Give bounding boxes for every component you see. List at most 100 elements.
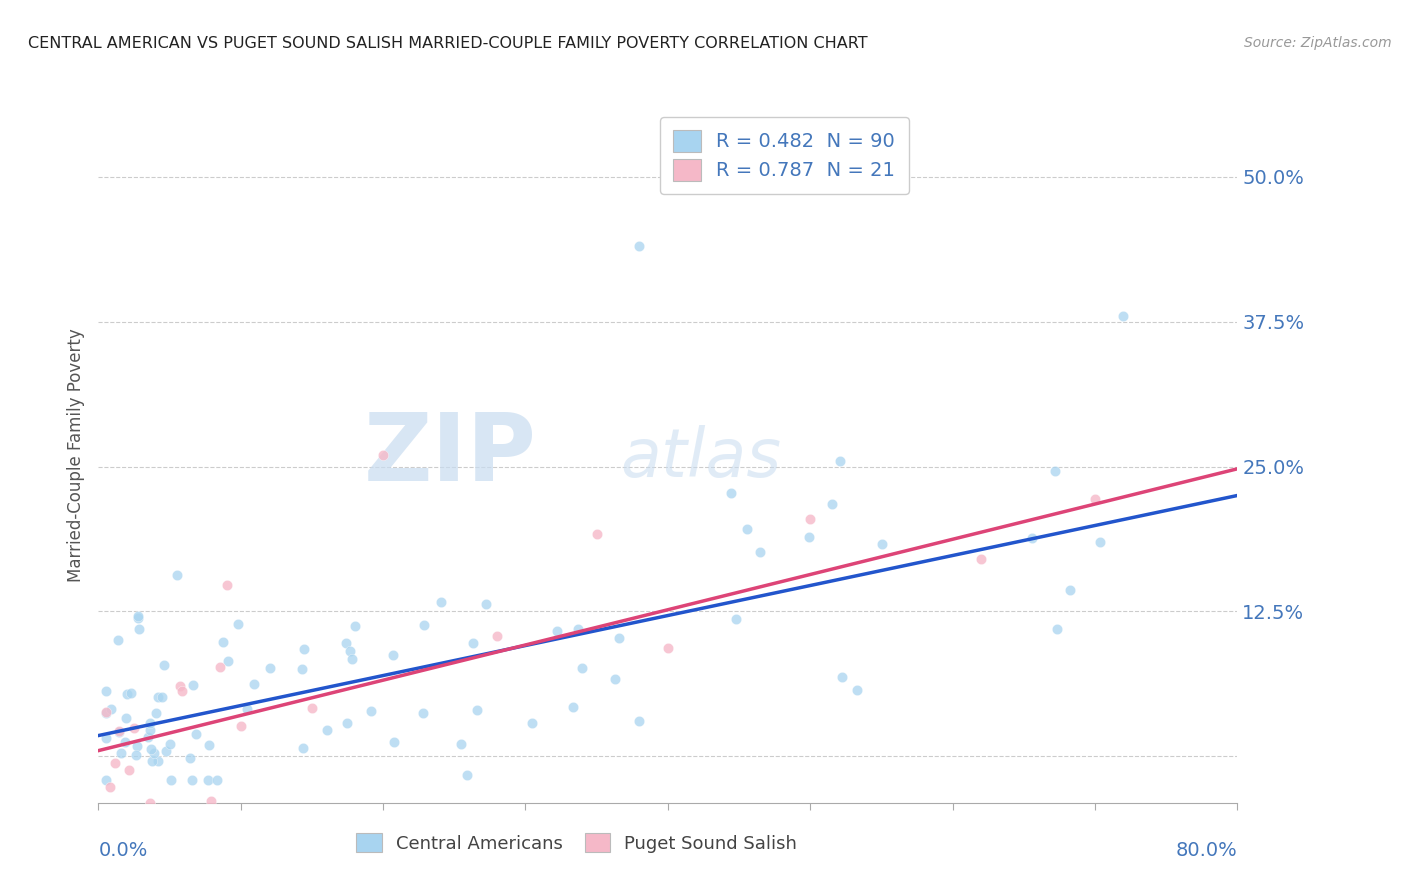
- Point: [108, 725, 131, 739]
- Point: [172, 683, 194, 698]
- Text: 0.0%: 0.0%: [98, 841, 148, 860]
- Point: [217, 654, 239, 668]
- Point: [567, 622, 589, 636]
- Point: [546, 624, 568, 638]
- Point: [381, 648, 404, 663]
- Point: [475, 597, 498, 611]
- Point: [429, 595, 451, 609]
- Text: atlas: atlas: [620, 425, 782, 491]
- Point: [212, 635, 235, 649]
- Point: [226, 616, 249, 631]
- Point: [115, 711, 138, 725]
- Point: [107, 633, 129, 648]
- Point: [456, 768, 478, 782]
- Point: [628, 239, 651, 253]
- Y-axis label: Married-Couple Family Poverty: Married-Couple Family Poverty: [66, 328, 84, 582]
- Point: [627, 714, 650, 728]
- Text: Source: ZipAtlas.com: Source: ZipAtlas.com: [1244, 36, 1392, 50]
- Point: [179, 750, 201, 764]
- Point: [114, 735, 136, 749]
- Point: [110, 746, 132, 760]
- Point: [235, 702, 257, 716]
- Point: [127, 739, 149, 753]
- Point: [562, 700, 585, 714]
- Point: [146, 690, 169, 704]
- Point: [301, 701, 323, 715]
- Point: [343, 619, 366, 633]
- Point: [412, 706, 434, 720]
- Text: 80.0%: 80.0%: [1175, 841, 1237, 860]
- Point: [1090, 534, 1112, 549]
- Point: [100, 702, 122, 716]
- Point: [208, 660, 231, 674]
- Point: [136, 731, 159, 745]
- Point: [124, 747, 146, 762]
- Point: [292, 740, 315, 755]
- Point: [259, 661, 281, 675]
- Point: [94, 731, 117, 745]
- Point: [217, 578, 239, 592]
- Point: [200, 795, 222, 809]
- Point: [159, 737, 181, 751]
- Point: [155, 744, 177, 758]
- Point: [142, 746, 165, 760]
- Point: [150, 690, 173, 705]
- Point: [830, 453, 852, 467]
- Point: [970, 552, 993, 566]
- Point: [169, 680, 191, 694]
- Point: [335, 636, 357, 650]
- Point: [122, 721, 145, 735]
- Point: [94, 706, 117, 720]
- Text: CENTRAL AMERICAN VS PUGET SOUND SALISH MARRIED-COUPLE FAMILY POVERTY CORRELATION: CENTRAL AMERICAN VS PUGET SOUND SALISH M…: [28, 36, 868, 51]
- Point: [585, 527, 607, 541]
- Point: [139, 716, 162, 731]
- Point: [139, 742, 162, 756]
- Point: [797, 530, 820, 544]
- Text: ZIP: ZIP: [364, 409, 537, 501]
- Point: [725, 612, 748, 626]
- Point: [290, 662, 312, 676]
- Point: [139, 796, 162, 810]
- Point: [607, 631, 630, 645]
- Point: [160, 772, 183, 787]
- Point: [153, 657, 176, 672]
- Point: [103, 756, 125, 770]
- Point: [336, 715, 359, 730]
- Point: [450, 737, 472, 751]
- Point: [1084, 491, 1107, 506]
- Point: [118, 763, 141, 777]
- Point: [657, 641, 679, 656]
- Point: [184, 727, 207, 741]
- Point: [1046, 622, 1069, 636]
- Point: [831, 670, 853, 684]
- Point: [1021, 531, 1043, 545]
- Point: [720, 486, 742, 500]
- Point: [127, 610, 149, 624]
- Point: [139, 723, 162, 737]
- Point: [108, 723, 131, 738]
- Point: [413, 618, 436, 632]
- Point: [799, 512, 821, 526]
- Point: [1112, 309, 1135, 323]
- Point: [1059, 583, 1081, 598]
- Point: [465, 703, 488, 717]
- Point: [243, 676, 266, 690]
- Point: [316, 723, 339, 738]
- Point: [486, 629, 509, 643]
- Point: [128, 623, 150, 637]
- Point: [198, 739, 221, 753]
- Point: [229, 719, 252, 733]
- Point: [461, 636, 484, 650]
- Point: [197, 772, 219, 787]
- Point: [821, 497, 844, 511]
- Point: [117, 688, 139, 702]
- Point: [120, 686, 142, 700]
- Point: [181, 772, 204, 787]
- Point: [520, 716, 543, 731]
- Point: [181, 678, 204, 692]
- Point: [735, 522, 758, 536]
- Point: [205, 772, 228, 787]
- Point: [98, 780, 121, 795]
- Point: [127, 608, 149, 623]
- Point: [166, 567, 188, 582]
